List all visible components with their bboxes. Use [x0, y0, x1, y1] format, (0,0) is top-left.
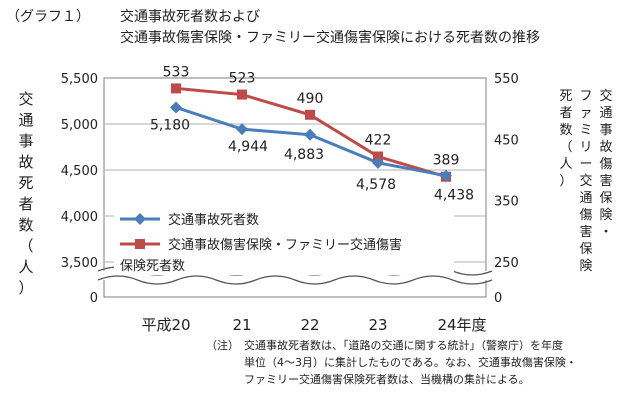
data-label-insurance: 490 [297, 91, 324, 107]
right-tick-label: 0 [494, 291, 502, 306]
series-traffic-deaths-marker [304, 128, 316, 141]
series-insurance-marker [171, 83, 181, 94]
left-axis-label-char: ） [18, 279, 33, 297]
right-axis-label-char: 通 [599, 106, 612, 121]
note-label: （注） [206, 339, 239, 352]
right-axis-label-char: リ [579, 140, 592, 155]
right-tick-label: 350 [494, 195, 519, 210]
legend-box [114, 209, 454, 275]
left-tick-label: 5,500 [61, 72, 98, 87]
right-axis-label-char: 故 [599, 140, 612, 155]
left-axis-label-char: 数 [18, 216, 33, 234]
left-axis-label-char: 人 [18, 258, 33, 276]
left-tick-label: 4,000 [61, 210, 98, 225]
x-tick-label: 24年度 [437, 316, 486, 334]
right-axis-label-char: ミ [579, 123, 592, 138]
plot-frame [103, 77, 487, 298]
data-label-traffic-deaths: 4,883 [284, 147, 324, 163]
right-axis-label-char: ・ [599, 225, 612, 240]
chart-title-line-2: 交通事故傷害保険・ファミリー交通傷害保険における死者数の推移 [120, 30, 540, 46]
series-insurance-marker [237, 89, 247, 100]
right-axis-label-char: 死 [559, 89, 572, 104]
left-tick-label: 5,000 [61, 118, 98, 133]
right-axis-label-char: 保 [579, 242, 592, 257]
data-label-insurance: 422 [365, 133, 392, 149]
data-label-insurance: 523 [229, 71, 256, 87]
x-tick-label: 23 [368, 316, 387, 334]
left-tick-label: 3,500 [61, 256, 98, 271]
right-axis-label-char: 通 [579, 191, 592, 206]
note-line-1: 交通事故死者数は、「道路の交通に関する統計」（警察庁）を年度 [244, 339, 563, 352]
legend-insurance-label-line-2: 保険死者数 [120, 259, 185, 274]
right-axis-label-char: ー [579, 157, 592, 172]
right-axis-label-char: 交 [579, 173, 592, 189]
legend-traffic-deaths-marker [134, 213, 146, 225]
right-axis-label-char: 傷 [579, 208, 592, 223]
right-axis-label-char: 数 [559, 123, 572, 138]
left-axis-label-char: 者 [18, 195, 33, 213]
series-traffic-deaths-marker [440, 169, 452, 182]
left-axis-label-char: 故 [18, 153, 33, 171]
note-line-3: ファミリー交通傷害保険死者数は、当機構の集計による。 [244, 373, 530, 386]
right-tick-label: 450 [494, 133, 519, 148]
right-axis-label-char: 傷 [599, 157, 612, 172]
right-axis-label-char: 険 [599, 208, 612, 223]
right-axis-label-char: 人 [559, 157, 572, 172]
axis-break-wave [97, 275, 493, 285]
legend-traffic-deaths-label: 交通事故死者数 [168, 212, 259, 228]
right-axis-label-char: 険 [579, 259, 592, 274]
right-axis-label-char: 害 [599, 173, 612, 189]
series-insurance-marker [373, 151, 383, 162]
left-axis-label-char: 通 [18, 111, 33, 129]
graph-label: （グラフ１） [6, 9, 90, 25]
left-tick-label: 0 [90, 291, 98, 306]
series-traffic-deaths-marker [170, 101, 182, 114]
left-axis-label-char: 死 [18, 174, 33, 192]
series-traffic-deaths-marker [236, 123, 248, 136]
data-label-traffic-deaths: 4,944 [228, 139, 268, 155]
chart-title-line-1: 交通事故死者数および [120, 9, 260, 25]
x-tick-label: 平成20 [141, 316, 190, 334]
axis-break-band [98, 271, 492, 280]
series-traffic-deaths-marker [372, 156, 384, 169]
x-tick-label: 22 [300, 316, 319, 334]
left-axis-label-char: 交 [18, 90, 33, 108]
data-label-insurance: 533 [163, 64, 190, 80]
right-axis-label-char: フ [579, 89, 592, 104]
left-tick-label: 4,500 [61, 164, 98, 179]
legend-insurance-label-line-1: 交通事故傷害保険・ファミリー交通傷害 [168, 237, 402, 253]
right-tick-label: 550 [494, 72, 519, 87]
right-axis-label-char: 害 [579, 224, 592, 240]
series-insurance-marker [305, 109, 315, 120]
right-axis-label-char: 交 [599, 88, 612, 104]
right-axis-label-char: （ [559, 140, 572, 155]
left-axis-label-char: 事 [18, 132, 33, 150]
right-axis-label-char: 保 [599, 191, 612, 206]
data-label-traffic-deaths: 5,180 [150, 117, 190, 133]
left-axis-label-char: （ [18, 237, 33, 255]
data-label-insurance: 389 [433, 153, 460, 169]
right-axis-label-char: 者 [559, 106, 572, 121]
data-label-traffic-deaths: 4,438 [434, 188, 474, 204]
right-axis-label-char: ァ [579, 106, 592, 121]
data-label-traffic-deaths: 4,578 [356, 177, 396, 193]
right-axis-label-char: ） [559, 174, 572, 189]
right-axis-label-char: 事 [599, 123, 612, 138]
legend-insurance-marker [135, 239, 145, 249]
note-line-2: 単位（4～3月）に集計したものである。なお、交通事故傷害保険・ [244, 356, 577, 369]
x-tick-label: 21 [232, 316, 251, 334]
chart-note: 交通事故死者数は、「道路の交通に関する統計」（警察庁）を年度 単位（4～3月）に… [244, 337, 577, 388]
right-tick-label: 250 [494, 256, 519, 271]
